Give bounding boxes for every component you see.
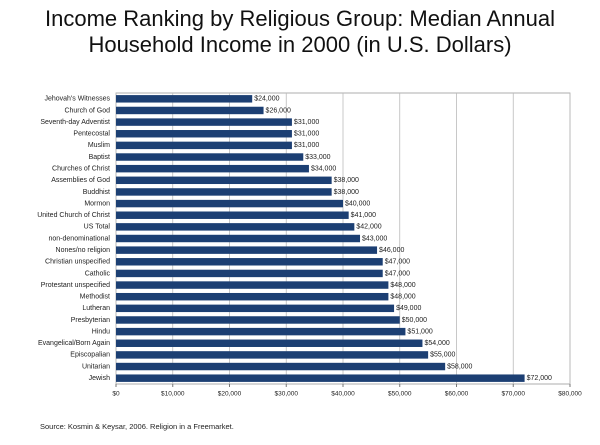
y-tick-label: Pentecostal [73, 131, 110, 138]
bar [116, 269, 383, 278]
x-tick-label: $70,000 [502, 391, 526, 398]
y-tick-label: Mormon [84, 200, 110, 207]
value-label: $31,000 [294, 119, 319, 126]
y-tick-label: Jehovah's Witnesses [44, 96, 110, 103]
bar [116, 246, 378, 254]
y-tick-label: Muslim [88, 142, 110, 149]
value-label: $24,000 [254, 96, 279, 103]
y-tick-label: Unitarian [82, 363, 110, 370]
value-label: $43,000 [362, 235, 387, 242]
value-label: $38,000 [334, 189, 359, 196]
y-tick-label: Churches of Christ [52, 166, 110, 173]
y-tick-label: Baptist [89, 154, 110, 161]
bar [116, 118, 292, 126]
value-label: $46,000 [379, 247, 404, 254]
bar [116, 211, 349, 219]
bar [116, 327, 406, 336]
value-label: $55,000 [430, 352, 455, 359]
bar [116, 234, 361, 243]
value-label: $48,000 [390, 294, 415, 301]
value-label: $40,000 [345, 200, 370, 207]
y-tick-label: Evangelical/Born Again [38, 340, 110, 347]
bar [116, 106, 264, 115]
y-tick-label: US Total [84, 224, 111, 231]
x-tick-label: $40,000 [331, 391, 355, 398]
x-tick-label: $10,000 [161, 391, 185, 398]
bar [116, 258, 383, 266]
x-tick-label: $50,000 [388, 391, 412, 398]
bar [116, 176, 332, 185]
bar [116, 351, 429, 359]
value-label: $33,000 [305, 154, 330, 161]
value-label: $58,000 [447, 363, 472, 370]
y-tick-label: Methodist [80, 294, 110, 301]
y-tick-label: United Church of Christ [37, 212, 110, 219]
y-tick-label: Presbyterian [71, 317, 110, 324]
value-label: $31,000 [294, 131, 319, 138]
value-label: $49,000 [396, 305, 421, 312]
bar [116, 95, 253, 103]
chart-title: Income Ranking by Religious Group: Media… [45, 6, 555, 57]
bar [116, 164, 309, 173]
bar [116, 281, 389, 289]
bar [116, 374, 525, 382]
bar [116, 199, 343, 208]
value-label: $48,000 [390, 282, 415, 289]
bar [116, 223, 355, 231]
value-label: $34,000 [311, 166, 336, 173]
x-tick-label: $60,000 [445, 391, 469, 398]
bar [116, 304, 395, 313]
value-label: $42,000 [356, 224, 381, 231]
bar [116, 362, 446, 371]
bar [116, 292, 389, 301]
value-label: $31,000 [294, 142, 319, 149]
value-label: $72,000 [527, 375, 552, 382]
x-tick-label: $20,000 [218, 391, 242, 398]
y-tick-label: Nones/no religion [56, 247, 111, 254]
y-tick-label: Hindu [92, 328, 110, 335]
x-tick-label: $0 [112, 391, 120, 398]
y-tick-label: Lutheran [82, 305, 110, 312]
bar [116, 153, 304, 161]
x-tick-label: $30,000 [275, 391, 299, 398]
y-tick-label: Seventh-day Adventist [40, 119, 110, 126]
bar [116, 316, 400, 324]
y-tick-label: Protestant unspecified [41, 282, 110, 289]
y-tick-label: Church of God [64, 107, 110, 114]
value-label: $26,000 [266, 107, 291, 114]
value-label: $41,000 [351, 212, 376, 219]
value-label: $50,000 [402, 317, 427, 324]
bar [116, 141, 292, 150]
source-note: Source: Kosmin & Keysar, 2006. Religion … [40, 422, 234, 431]
y-tick-label: Christian unspecified [45, 259, 110, 266]
y-tick-label: Assemblies of God [51, 177, 110, 184]
y-tick-label: non-denominational [49, 235, 111, 242]
value-label: $47,000 [385, 270, 410, 277]
value-label: $47,000 [385, 259, 410, 266]
y-tick-label: Catholic [85, 270, 111, 277]
value-label: $51,000 [407, 328, 432, 335]
value-label: $54,000 [424, 340, 449, 347]
y-tick-label: Jewish [89, 375, 111, 382]
y-tick-label: Buddhist [83, 189, 110, 196]
x-tick-label: $80,000 [558, 391, 582, 398]
bar [116, 339, 423, 347]
bar [116, 130, 292, 138]
bar [116, 188, 332, 196]
y-tick-label: Episcopalian [70, 352, 110, 359]
value-label: $38,000 [334, 177, 359, 184]
